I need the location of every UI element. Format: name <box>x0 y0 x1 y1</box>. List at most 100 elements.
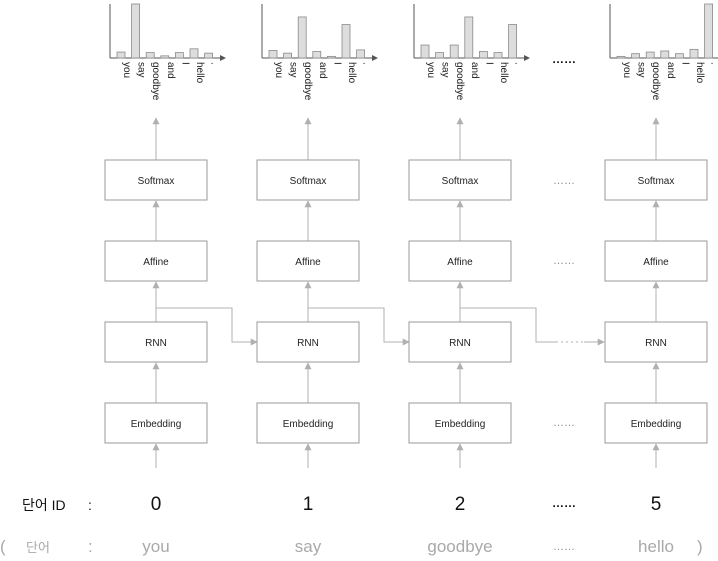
prob-bar-say <box>283 52 293 59</box>
ellipsis: …… <box>552 52 576 66</box>
vocab-label: you <box>425 62 436 78</box>
softmax-label: Softmax <box>290 176 327 187</box>
vocab-label: . <box>361 62 372 65</box>
prob-bar-hello <box>341 24 351 59</box>
affine-box <box>104 240 208 282</box>
affine-label: Affine <box>643 257 669 268</box>
vocab-label: and <box>165 62 176 79</box>
recurrent-arrow <box>155 307 258 346</box>
vocab-label: I <box>679 62 690 65</box>
prob-bar-goodbye <box>449 44 459 59</box>
input-word: say <box>295 537 322 556</box>
affine-box <box>604 240 708 282</box>
affine-label: Affine <box>447 257 473 268</box>
vocab-label: goodbye <box>650 62 661 101</box>
vocab-label: I <box>179 62 190 65</box>
vocab-label: goodbye <box>150 62 161 101</box>
input-word: hello <box>638 537 674 556</box>
ellipsis: …… <box>552 496 576 510</box>
prob-bar-I <box>326 55 336 59</box>
embedding-box <box>256 402 360 444</box>
vocab-label: hello <box>694 62 705 84</box>
prob-bar-I <box>675 53 684 59</box>
softmax-label: Softmax <box>138 176 175 187</box>
vocab-label: say <box>136 62 147 78</box>
prob-bar-hello <box>689 48 699 59</box>
rnn-box <box>604 321 708 363</box>
prob-bar-and <box>312 51 322 59</box>
x-axis-arrowhead <box>220 55 226 61</box>
vocab-label: and <box>317 62 328 79</box>
vocab-label: and <box>469 62 480 79</box>
prob-bar-goodbye <box>297 16 307 59</box>
x-axis-arrowhead <box>524 55 530 61</box>
embedding-box <box>408 402 512 444</box>
embedding-label: Embedding <box>283 419 334 430</box>
softmax-box <box>604 159 708 201</box>
vocab-label: say <box>636 62 647 78</box>
prob-bar-you <box>616 55 626 59</box>
rnn-label: RNN <box>645 338 667 349</box>
softmax-box <box>256 159 360 201</box>
vocab-label: goodbye <box>302 62 313 101</box>
colon: : <box>88 537 93 556</box>
colon: : <box>88 497 92 513</box>
embedding-box <box>104 402 208 444</box>
vocab-label: . <box>209 62 220 65</box>
prob-bar-hello <box>493 52 503 59</box>
vocab-label: you <box>621 62 632 78</box>
rnn-box <box>104 321 208 363</box>
prob-bar-and <box>464 16 474 59</box>
word-id: 5 <box>651 494 662 515</box>
embedding-label: Embedding <box>131 419 182 430</box>
ellipsis: …… <box>553 255 575 267</box>
word-id-row-label: 단어 ID <box>22 497 66 513</box>
prob-bar-say <box>435 52 445 59</box>
prob-bar-goodbye <box>145 52 155 59</box>
open-paren: ( <box>0 537 6 556</box>
rnn-label: RNN <box>449 338 471 349</box>
prob-bar-you <box>268 50 278 59</box>
embedding-label: Embedding <box>631 419 682 430</box>
prob-bar-period <box>704 3 713 59</box>
prob-bar-say <box>631 53 640 59</box>
embedding-box <box>604 402 708 444</box>
prob-bar-I <box>478 51 488 59</box>
softmax-box <box>104 159 208 201</box>
vocab-label: hello <box>498 62 509 84</box>
softmax-box <box>408 159 512 201</box>
affine-box <box>408 240 512 282</box>
connection-arrows <box>152 117 660 468</box>
rnn-label: RNN <box>145 338 167 349</box>
prob-bar-and <box>660 50 670 59</box>
vocab-label: I <box>331 62 342 65</box>
x-axis-arrowhead <box>372 55 378 61</box>
vocab-label: say <box>288 62 299 78</box>
embedding-label: Embedding <box>435 419 486 430</box>
affine-box <box>256 240 360 282</box>
affine-label: Affine <box>295 257 321 268</box>
vocab-label: hello <box>346 62 357 84</box>
rnn-box <box>256 321 360 363</box>
vocab-label: hello <box>194 62 205 84</box>
ellipsis: …… <box>553 175 575 187</box>
word-id: 2 <box>455 494 466 515</box>
ellipsis: …… <box>553 417 575 429</box>
vocab-label: you <box>273 62 284 78</box>
word-row-label: 단어 <box>26 540 50 555</box>
prob-bar-and <box>160 55 170 59</box>
input-word: goodbye <box>427 537 492 556</box>
prob-bar-period <box>508 24 518 59</box>
prob-bar-period <box>204 52 214 59</box>
close-paren: ) <box>697 537 703 556</box>
word-id: 1 <box>303 494 314 515</box>
prob-bar-you <box>116 51 126 59</box>
affine-label: Affine <box>143 257 169 268</box>
prob-bar-hello <box>189 48 199 59</box>
